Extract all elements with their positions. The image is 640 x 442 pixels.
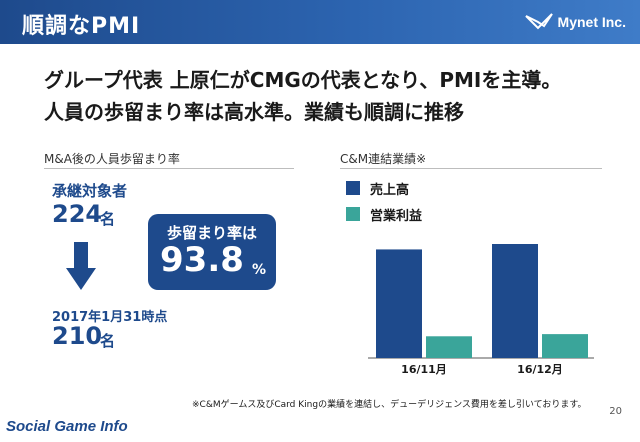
footnote: ※C&Mゲームス及びCard Kingの業績を連結し、デューデリジェンス費用を差… [192,400,587,410]
inherited-count: 224 [52,200,103,228]
page-number: 20 [609,406,622,417]
bar-revenue-1 [492,244,538,358]
x-tick-label: 16/11月 [401,363,447,376]
mynet-wing-icon [524,13,553,30]
legend-swatch-operating-profit [346,207,360,221]
legend-label-revenue: 売上高 [370,183,410,198]
bar-operating-profit-0 [426,336,472,358]
badge-value: 93.8 [160,240,244,280]
section-divider [340,168,602,169]
inherited-label: 承継対象者 [52,182,128,200]
legend-swatch-revenue [346,181,360,195]
slide-header: 順調なPMI Mynet Inc. [0,0,640,44]
headline-line-2: 人員の歩留まり率は高水準。業績も順調に推移 [44,100,464,124]
retention-section-label: M&A後の人員歩留まり率 [44,152,180,166]
bar-revenue-0 [376,249,422,358]
current-count: 210 [52,322,103,350]
slide-title: 順調なPMI [22,14,141,39]
results-section-label: C&M連結業績※ [340,152,427,166]
legend-label-operating-profit: 営業利益 [370,209,423,224]
logo-text: Mynet Inc. [557,14,626,30]
footer: Social Game Info [0,414,640,442]
inherited-unit: 名 [100,210,116,228]
down-arrow-icon [66,242,96,290]
x-tick-label: 16/12月 [517,363,563,376]
consolidated-results-chart: 16/11月 16/12月 [368,244,594,376]
footer-brand: Social Game Info [6,418,128,435]
section-divider [44,168,294,169]
retention-rate-badge: 歩留まり率は 93.8 % [148,214,276,290]
current-unit: 名 [100,332,116,350]
company-logo: Mynet Inc. [524,10,626,34]
badge-unit: % [252,262,267,278]
headline-line-1: グループ代表 上原仁がCMGの代表となり、PMIを主導。 [44,68,562,92]
badge-label: 歩留まり率は [166,224,257,242]
bar-operating-profit-1 [542,334,588,358]
date-label: 2017年1月31時点 [52,310,168,325]
